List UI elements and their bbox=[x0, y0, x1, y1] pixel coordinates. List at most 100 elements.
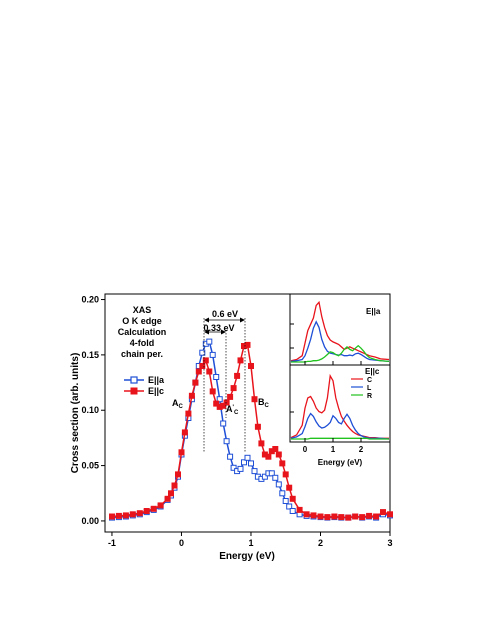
arrowhead bbox=[204, 317, 209, 323]
data-point-ec bbox=[136, 510, 143, 517]
data-point-ec bbox=[115, 512, 122, 519]
data-point-ec bbox=[192, 379, 199, 386]
data-point-ec bbox=[338, 514, 345, 521]
peak-label-bc: BC bbox=[258, 397, 270, 409]
data-point-ec bbox=[373, 513, 380, 520]
data-point-ea bbox=[227, 453, 234, 460]
data-point-ec bbox=[279, 460, 286, 467]
legend-label-ea: E||a bbox=[148, 375, 165, 385]
data-point-ec bbox=[387, 511, 393, 518]
inset-top-frame bbox=[289, 293, 391, 366]
data-point-ec bbox=[244, 341, 251, 348]
peak-label-acp: A'C bbox=[226, 404, 239, 416]
x-tick-label: 2 bbox=[318, 538, 323, 548]
inset-series-line-l bbox=[290, 412, 390, 440]
data-point-ec bbox=[272, 446, 279, 452]
data-point-ec bbox=[164, 495, 171, 502]
data-point-ea bbox=[206, 338, 213, 345]
arrowhead bbox=[240, 317, 245, 323]
inset-series-line-r bbox=[291, 437, 389, 440]
x-tick-label: -1 bbox=[108, 538, 116, 548]
inset-legend-label-l: L bbox=[367, 385, 372, 392]
arrowhead bbox=[221, 329, 226, 335]
data-point-ec bbox=[366, 512, 373, 519]
peak-label-ac: AC bbox=[172, 398, 184, 410]
data-point-ec bbox=[223, 399, 230, 406]
y-tick-label: 0.00 bbox=[81, 516, 99, 526]
data-point-ea bbox=[213, 374, 220, 380]
y-tick-label: 0.05 bbox=[81, 461, 99, 471]
data-point-ea bbox=[286, 503, 293, 510]
inset-bottom-series-layer bbox=[290, 373, 390, 440]
main-legend: E||a E||c bbox=[124, 375, 165, 396]
data-point-ec bbox=[185, 410, 192, 417]
data-point-ea bbox=[209, 351, 216, 358]
data-point-ec bbox=[129, 511, 136, 518]
y-tick-label: 0.15 bbox=[81, 350, 99, 360]
data-point-ec bbox=[303, 511, 310, 518]
data-point-ea bbox=[275, 481, 282, 488]
annotation-line: Calculation bbox=[118, 327, 167, 337]
dimension-label-large: 0.6 eV bbox=[212, 309, 238, 319]
inset-x-tick-label: 0 bbox=[303, 445, 308, 454]
data-point-ec bbox=[199, 363, 206, 369]
data-point-ea bbox=[230, 464, 237, 471]
data-point-ec bbox=[230, 385, 237, 392]
inset-legend: C L R bbox=[351, 377, 372, 400]
data-point-ea bbox=[216, 396, 223, 403]
annotation-line: chain per. bbox=[121, 349, 163, 359]
data-point-ea bbox=[251, 468, 258, 475]
peak-annotations: 0.6 eV 0.33 eV AC A'C BC bbox=[172, 309, 270, 452]
inset-x-axis-label: Energy (eV) bbox=[318, 458, 363, 467]
inset-top-series-layer bbox=[290, 300, 390, 363]
legend-label-ec: E||c bbox=[148, 386, 164, 396]
data-point-ec bbox=[380, 509, 386, 516]
inset-legend-label-c: C bbox=[367, 377, 372, 384]
data-point-ec bbox=[109, 513, 115, 520]
y-tick-label: 0.20 bbox=[81, 295, 99, 305]
data-point-ec bbox=[181, 429, 188, 436]
data-point-ec bbox=[352, 513, 359, 520]
inset-bottom-frame bbox=[289, 364, 391, 443]
inset-panel: 0 1 2 E||a E||c C L R Energy (eV) bbox=[289, 293, 391, 467]
inset-series-line-r bbox=[291, 344, 390, 363]
data-point-ec bbox=[324, 514, 331, 521]
data-point-ea bbox=[223, 438, 230, 445]
legend-marker-ea bbox=[130, 376, 138, 384]
inset-bottom-label: E||c bbox=[365, 367, 380, 376]
data-point-ec bbox=[359, 514, 366, 521]
data-point-ec bbox=[195, 368, 202, 375]
data-point-ec bbox=[275, 451, 282, 458]
data-point-ea bbox=[241, 459, 247, 466]
data-point-ea bbox=[248, 460, 254, 467]
data-point-ec bbox=[202, 357, 209, 364]
data-point-ec bbox=[248, 363, 254, 369]
data-point-ec bbox=[234, 372, 241, 379]
data-point-ea bbox=[268, 470, 275, 477]
data-point-ec bbox=[227, 393, 234, 400]
annotation-block: XAS O K edge Calculation 4-fold chain pe… bbox=[118, 305, 167, 359]
data-point-ec bbox=[251, 396, 258, 403]
x-tick-label: 1 bbox=[248, 538, 253, 548]
data-point-ec bbox=[175, 471, 181, 478]
data-point-ec bbox=[282, 471, 289, 478]
data-point-ec bbox=[258, 440, 265, 447]
data-point-ec bbox=[206, 368, 213, 375]
data-point-ec bbox=[122, 512, 129, 519]
data-point-ea bbox=[289, 508, 296, 514]
data-point-ec bbox=[150, 505, 157, 512]
main-series-layer bbox=[109, 338, 393, 521]
data-point-ec bbox=[178, 449, 185, 456]
inset-top-label: E||a bbox=[366, 307, 381, 316]
data-point-ea bbox=[199, 349, 206, 356]
y-axis-label: Cross section (arb. units) bbox=[70, 353, 81, 474]
data-point-ec bbox=[254, 423, 261, 430]
data-point-ec bbox=[331, 513, 338, 520]
data-point-ea bbox=[282, 498, 289, 504]
data-point-ec bbox=[289, 495, 296, 502]
data-point-ec bbox=[296, 506, 303, 513]
arrowhead bbox=[204, 329, 209, 335]
data-point-ea bbox=[220, 420, 227, 427]
data-point-ec bbox=[237, 357, 244, 364]
